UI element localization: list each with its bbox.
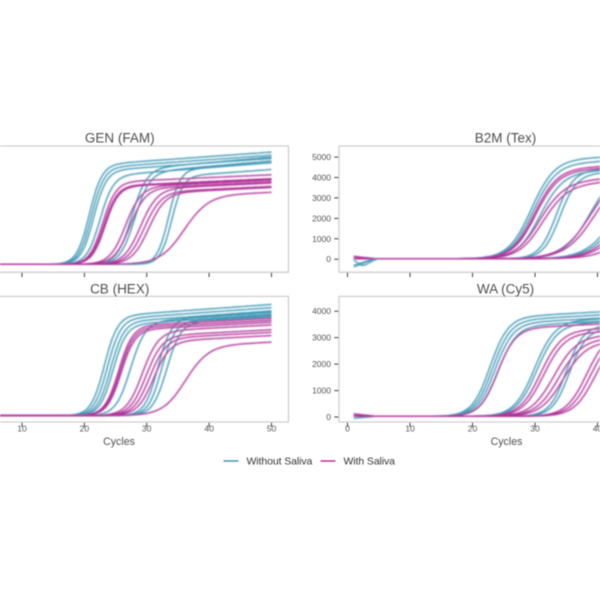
svg-text:50: 50 <box>267 423 277 433</box>
svg-text:CB (HEX): CB (HEX) <box>90 282 149 297</box>
svg-text:Without Saliva: Without Saliva <box>247 456 313 468</box>
svg-text:Cycles: Cycles <box>103 436 135 448</box>
svg-text:3000: 3000 <box>312 333 331 343</box>
svg-text:WA (Cy5): WA (Cy5) <box>477 282 534 297</box>
svg-text:B2M (Tex): B2M (Tex) <box>475 131 537 146</box>
svg-text:3000: 3000 <box>312 193 331 203</box>
svg-text:40: 40 <box>593 423 600 433</box>
svg-text:2000: 2000 <box>312 213 331 223</box>
svg-text:10: 10 <box>405 423 415 433</box>
svg-text:0: 0 <box>326 412 331 422</box>
svg-text:20: 20 <box>468 423 478 433</box>
svg-text:10: 10 <box>17 423 27 433</box>
svg-text:40: 40 <box>204 423 214 433</box>
svg-text:With Saliva: With Saliva <box>344 456 396 468</box>
svg-text:1000: 1000 <box>312 234 331 244</box>
svg-text:Cycles: Cycles <box>491 436 523 448</box>
svg-text:20: 20 <box>80 423 90 433</box>
svg-text:30: 30 <box>530 423 540 433</box>
svg-text:0: 0 <box>326 254 331 264</box>
svg-text:5000: 5000 <box>312 152 331 162</box>
svg-text:2000: 2000 <box>312 359 331 369</box>
svg-text:1000: 1000 <box>312 386 331 396</box>
svg-text:GEN (FAM): GEN (FAM) <box>85 131 155 146</box>
svg-text:4000: 4000 <box>312 306 331 316</box>
svg-text:4000: 4000 <box>312 173 331 183</box>
svg-text:30: 30 <box>142 423 152 433</box>
svg-text:0: 0 <box>345 423 350 433</box>
